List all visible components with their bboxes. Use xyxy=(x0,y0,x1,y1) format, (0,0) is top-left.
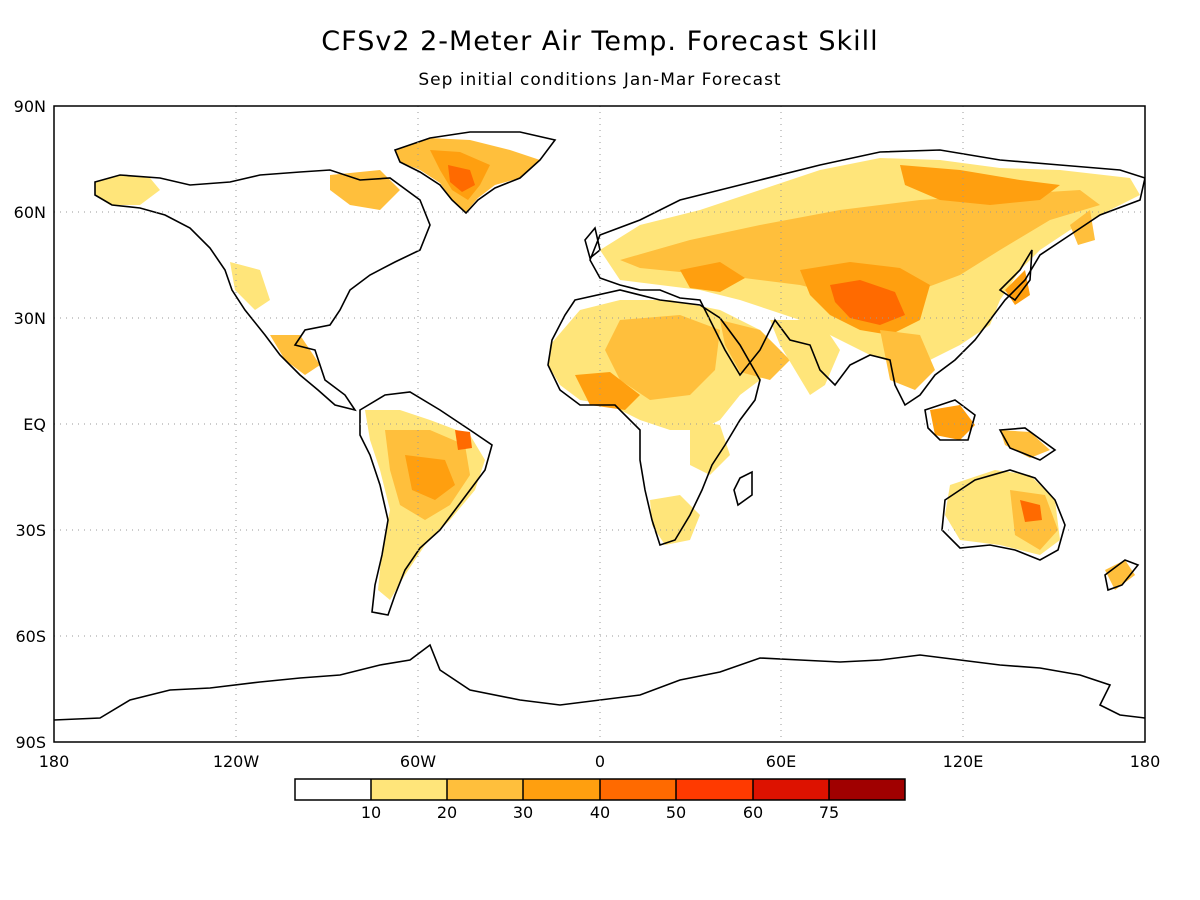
coast-new-zealand xyxy=(1104,559,1140,592)
lat-labels: 90N 60N 30N EQ 30S 60S 90S xyxy=(14,97,46,752)
shade-siberia xyxy=(900,165,1060,205)
lon-label: 60E xyxy=(766,752,796,771)
shade-mexico xyxy=(270,335,320,375)
colorbar-swatch xyxy=(447,779,523,800)
colorbar-label: 40 xyxy=(590,803,610,822)
colorbar-label: 50 xyxy=(666,803,686,822)
coast-antarctica xyxy=(54,643,1145,721)
coast-japan xyxy=(998,249,1033,302)
shade-east-africa xyxy=(690,420,730,475)
shade-borneo xyxy=(930,405,975,440)
chart-subtitle: Sep initial conditions Jan-Mar Forecast xyxy=(418,70,782,90)
colorbar-swatch xyxy=(753,779,829,800)
coast-north-america xyxy=(94,169,431,412)
colorbar: 10 20 30 40 50 60 75 xyxy=(294,778,906,822)
coast-borneo xyxy=(924,399,976,441)
colorbar-swatch xyxy=(295,779,371,800)
shade-new-zealand xyxy=(1105,560,1135,590)
shade-canada-west xyxy=(230,262,270,310)
lat-label: 60S xyxy=(15,627,46,646)
colorbar-swatch xyxy=(600,779,676,800)
shade-south-africa xyxy=(650,495,700,545)
colorbar-label: 20 xyxy=(437,803,457,822)
lon-label: 180 xyxy=(1130,752,1161,771)
coast-australia xyxy=(941,469,1066,561)
colorbar-label: 60 xyxy=(743,803,763,822)
coast-madagascar xyxy=(733,470,753,507)
colorbar-swatch xyxy=(676,779,753,800)
lon-label: 0 xyxy=(595,752,605,771)
shade-tibet-core xyxy=(830,280,905,325)
colorbar-swatch xyxy=(829,779,905,800)
lon-label: 120W xyxy=(213,752,260,771)
shade-black-sea xyxy=(680,262,745,292)
colorbar-swatch xyxy=(371,779,447,800)
lat-label: 90N xyxy=(14,97,46,116)
shade-arabia xyxy=(720,320,790,380)
shade-sahara xyxy=(605,315,720,400)
shade-e-australia-core xyxy=(1020,500,1042,522)
grid-lines xyxy=(54,106,1145,742)
lat-label: 60N xyxy=(14,203,46,222)
shade-sahel xyxy=(575,372,640,410)
shade-ne-brazil xyxy=(455,430,472,450)
coast-greenland xyxy=(393,131,557,215)
coast-africa xyxy=(547,289,761,547)
colorbar-swatch xyxy=(523,779,600,800)
lat-label: EQ xyxy=(23,415,46,434)
shade-new-guinea xyxy=(1000,430,1050,458)
lon-label: 60W xyxy=(400,752,436,771)
chart-title: CFSv2 2-Meter Air Temp. Forecast Skill xyxy=(321,26,879,57)
coast-eurasia xyxy=(589,149,1145,407)
colorbar-label: 75 xyxy=(819,803,839,822)
lat-label: 30N xyxy=(14,309,46,328)
coast-south-america xyxy=(359,391,493,616)
lon-label: 180 xyxy=(39,752,70,771)
colorbar-label: 10 xyxy=(361,803,381,822)
colorbar-label: 30 xyxy=(513,803,533,822)
shade-greenland-peak xyxy=(448,165,475,192)
shade-india xyxy=(770,320,840,395)
map-frame xyxy=(53,105,1146,743)
coast-new-guinea xyxy=(998,427,1057,461)
lat-label: 90S xyxy=(15,733,46,752)
shade-eurasia-mid xyxy=(620,190,1100,300)
lon-label: 120E xyxy=(943,752,984,771)
coastlines xyxy=(54,131,1145,721)
lat-label: 30S xyxy=(15,521,46,540)
shade-alaska xyxy=(95,175,160,205)
skill-shading xyxy=(95,138,1140,600)
shade-canada xyxy=(330,170,400,210)
lon-labels: 180 120W 60W 0 60E 120E 180 xyxy=(39,752,1161,771)
